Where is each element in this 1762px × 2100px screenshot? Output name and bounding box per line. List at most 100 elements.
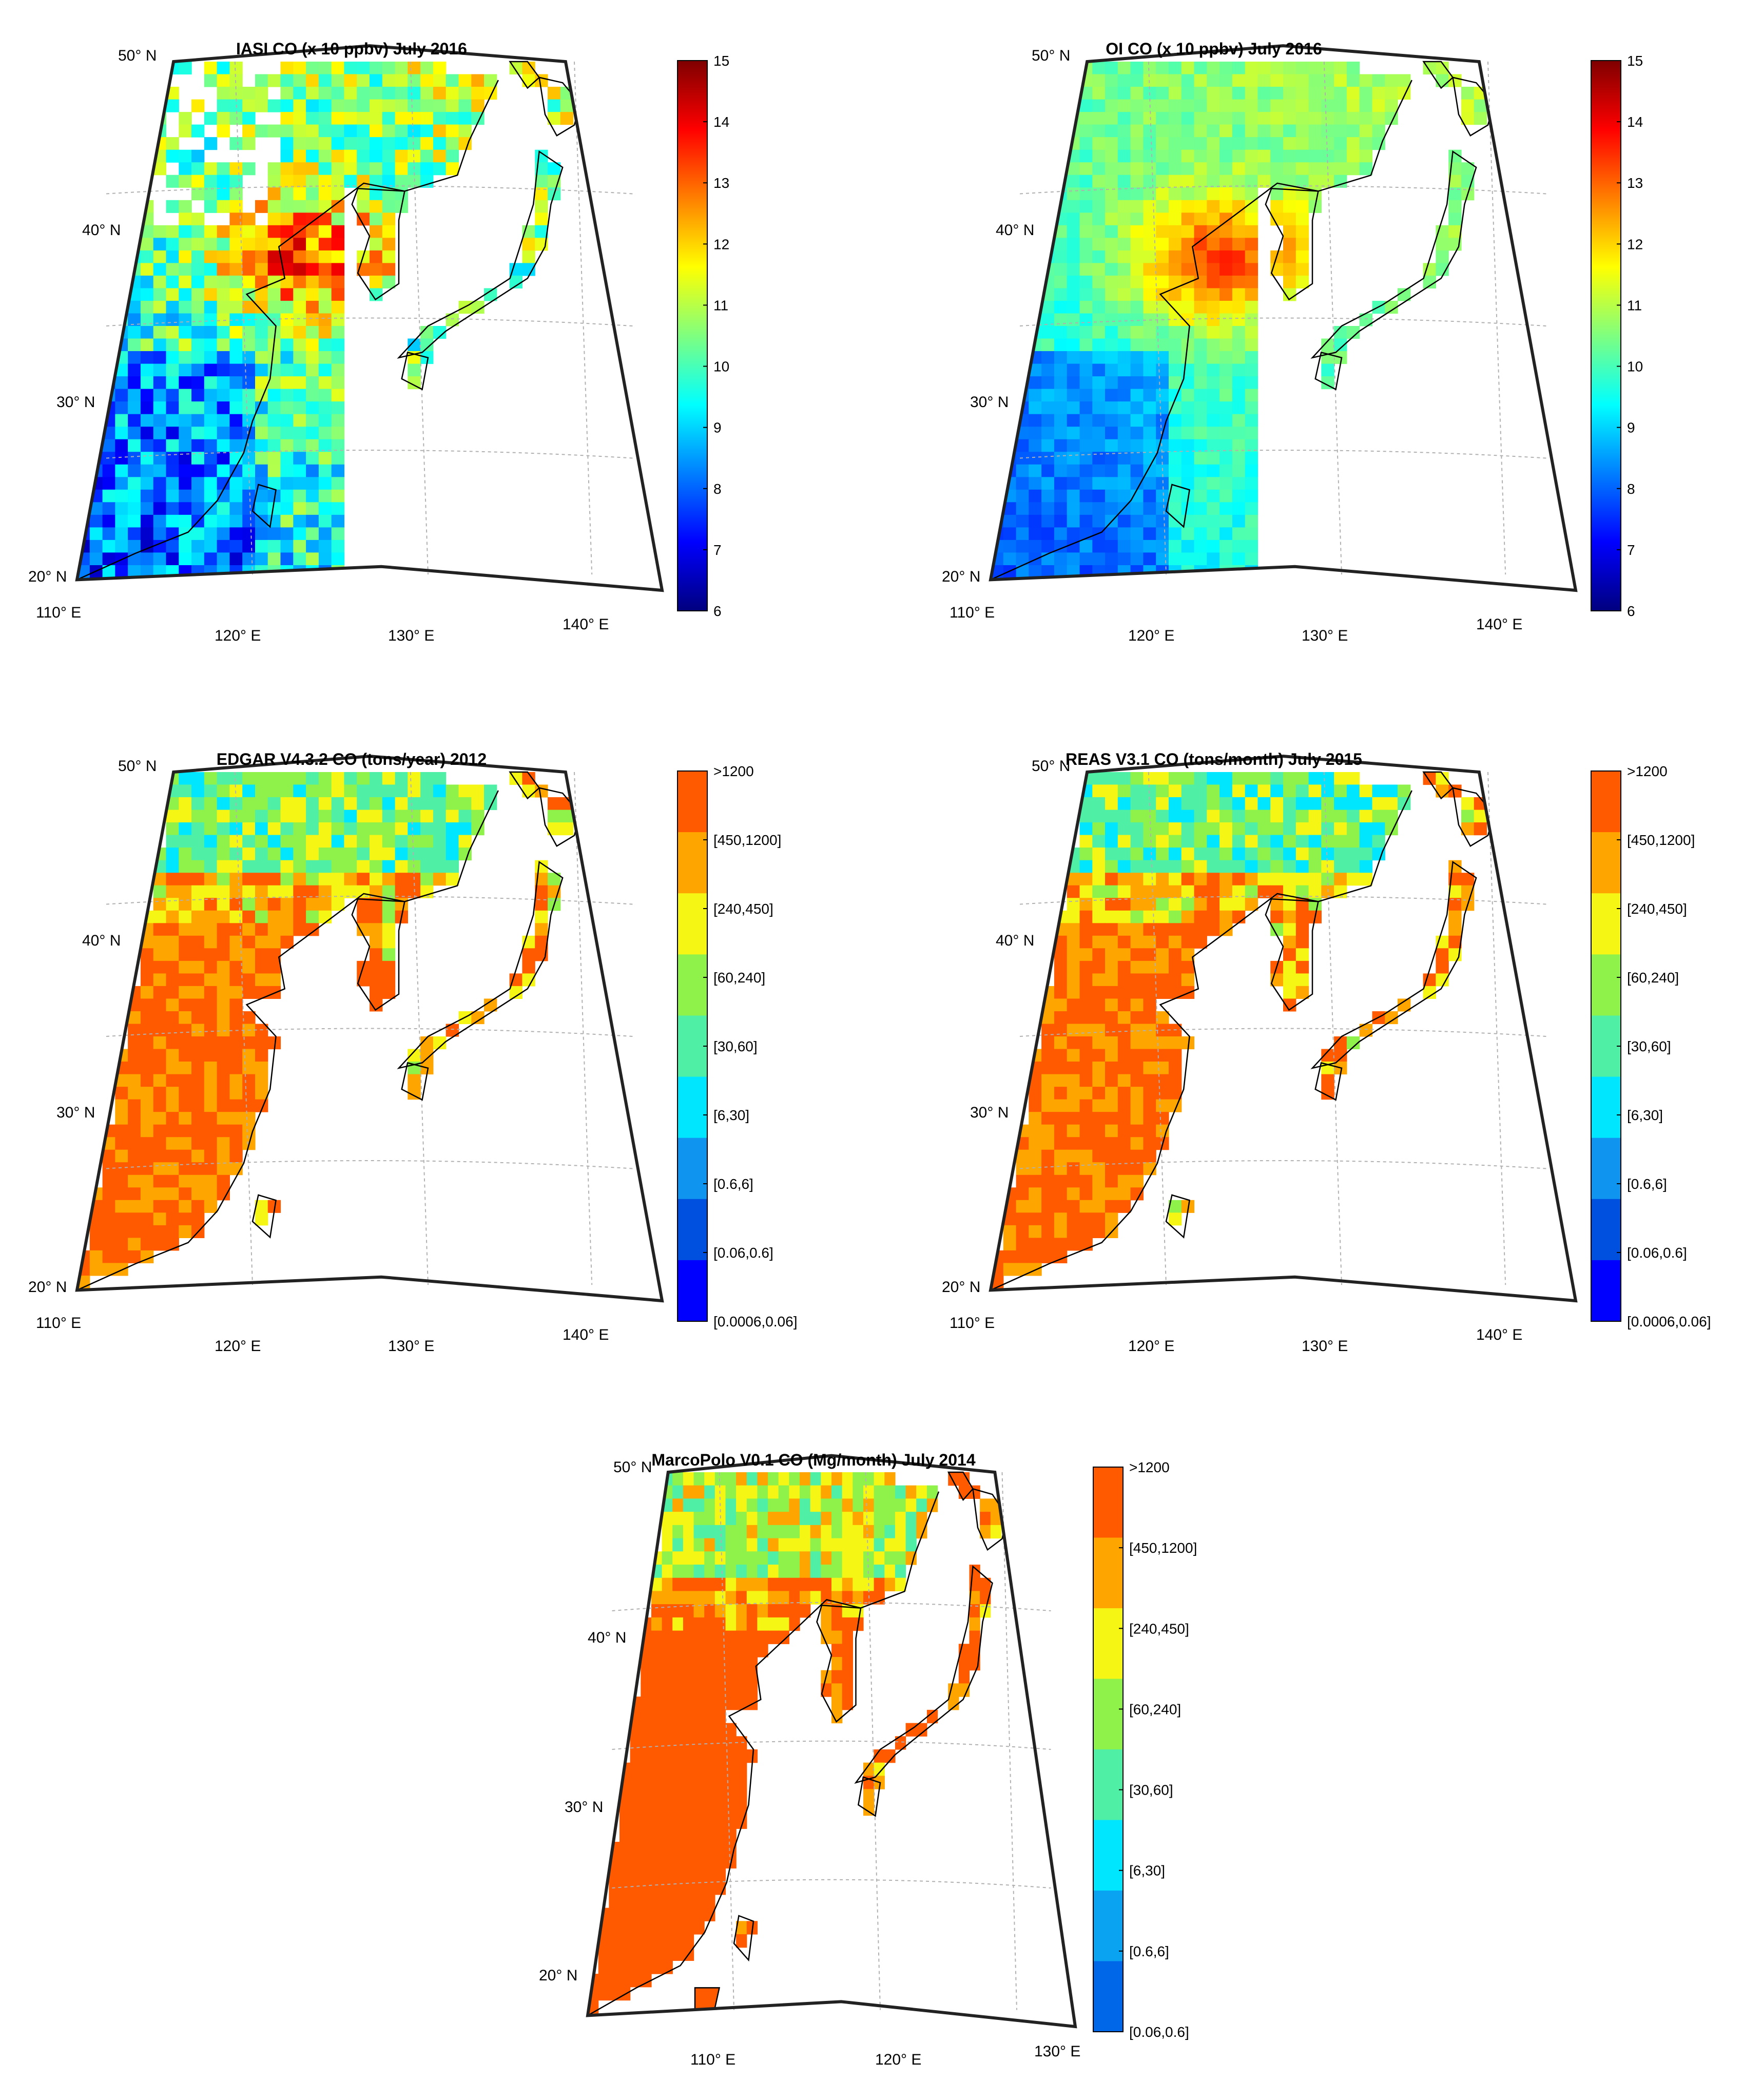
map-cell — [1295, 149, 1309, 163]
map-cell — [318, 376, 332, 390]
map-cell — [863, 1525, 875, 1539]
map-cell — [1448, 200, 1462, 213]
map-cell — [77, 414, 90, 427]
map-cell — [408, 124, 421, 138]
map-cell — [1067, 1225, 1080, 1238]
map-cell — [831, 1565, 843, 1578]
map-cell — [1105, 477, 1118, 490]
map-cell — [651, 1697, 663, 1710]
map-cell — [672, 1789, 684, 1803]
map-cell — [89, 540, 103, 553]
map-cell — [1130, 351, 1144, 364]
map-cell — [1283, 162, 1296, 176]
map-cell — [810, 1472, 821, 1486]
map-cell — [1130, 137, 1144, 150]
map-cell — [1219, 162, 1233, 176]
map-cell — [1117, 489, 1131, 503]
map-cell — [217, 847, 230, 861]
map-cell — [267, 175, 281, 188]
lat-label-20-marcopolo: 20° N — [539, 1967, 577, 1984]
map-cell — [693, 1498, 705, 1512]
map-cell — [1029, 187, 1042, 201]
map-cell — [1308, 74, 1322, 87]
map-cell — [191, 1036, 205, 1050]
map-cell — [991, 439, 1004, 452]
map-cell — [1295, 873, 1309, 886]
meridian-line — [1487, 61, 1506, 575]
map-cell — [217, 822, 230, 836]
map-cell — [1041, 439, 1055, 452]
map-cell — [683, 1630, 694, 1644]
map-cell — [1054, 1212, 1068, 1226]
map-cell — [420, 74, 434, 87]
map-cell — [420, 162, 434, 176]
map-cell — [1194, 301, 1207, 314]
colorbar-swatch — [677, 893, 707, 955]
map-cell — [810, 1577, 821, 1591]
map-cell — [204, 452, 218, 465]
map-cell — [1067, 1162, 1080, 1176]
map-cell — [318, 577, 332, 591]
map-cell — [306, 213, 319, 226]
map-cell — [1245, 401, 1258, 415]
map-cell — [662, 1749, 673, 1763]
map-cell — [1016, 149, 1029, 163]
map-cell — [1067, 250, 1080, 263]
map-cell — [1117, 552, 1131, 566]
map-cell — [651, 1723, 663, 1737]
map-cell — [619, 1908, 631, 1921]
map-cell — [293, 62, 306, 75]
map-cell — [166, 986, 179, 999]
map-cell — [140, 313, 154, 326]
map-cell — [153, 552, 167, 566]
map-cell — [683, 1657, 694, 1671]
map-cell — [229, 1137, 243, 1150]
map-cell — [166, 99, 179, 112]
map-cell — [204, 527, 218, 541]
map-cell — [651, 1630, 663, 1644]
map-cell — [102, 489, 115, 503]
map-cell — [344, 772, 357, 785]
map-cell — [736, 1565, 747, 1578]
map-cell — [842, 1670, 853, 1684]
map-cell — [179, 427, 192, 440]
map-cell — [683, 1749, 694, 1763]
map-cell — [191, 577, 205, 591]
map-cell — [1105, 986, 1118, 999]
map-cell — [1321, 124, 1334, 138]
colorbar-tick-label: [0.0006,0.06] — [1627, 1314, 1711, 1330]
map-cell — [736, 1657, 747, 1671]
map-cell — [725, 1789, 737, 1803]
map-cell — [217, 923, 230, 936]
map-cell — [757, 1472, 768, 1486]
map-cell — [746, 1670, 758, 1684]
map-cell — [331, 288, 345, 301]
map-cell — [1283, 797, 1296, 811]
map-cell — [1270, 772, 1284, 785]
map-cell — [1067, 948, 1080, 961]
map-cell — [1092, 514, 1106, 528]
map-cell — [1105, 464, 1118, 477]
map-cell — [293, 338, 306, 352]
map-cell — [1067, 238, 1080, 251]
coastline — [1165, 484, 1191, 528]
map-cell — [1232, 74, 1246, 87]
map-cell — [179, 238, 192, 251]
map-cell — [1169, 225, 1182, 238]
map-cell — [382, 200, 396, 213]
map-cell — [179, 797, 192, 811]
map-cell — [1169, 885, 1182, 898]
map-cell — [1105, 489, 1118, 503]
coastline — [538, 76, 581, 137]
map-cell — [140, 464, 154, 477]
map-cell — [672, 1908, 684, 1921]
map-cell — [693, 1644, 705, 1658]
map-cell — [1016, 99, 1029, 112]
map-cell — [1232, 288, 1246, 301]
map-cell — [1245, 847, 1258, 861]
map-cell — [1283, 835, 1296, 848]
map-cell — [458, 835, 472, 848]
map-cell — [255, 923, 268, 936]
colorbar-swatch — [1591, 771, 1621, 833]
map-cell — [662, 1934, 673, 1948]
